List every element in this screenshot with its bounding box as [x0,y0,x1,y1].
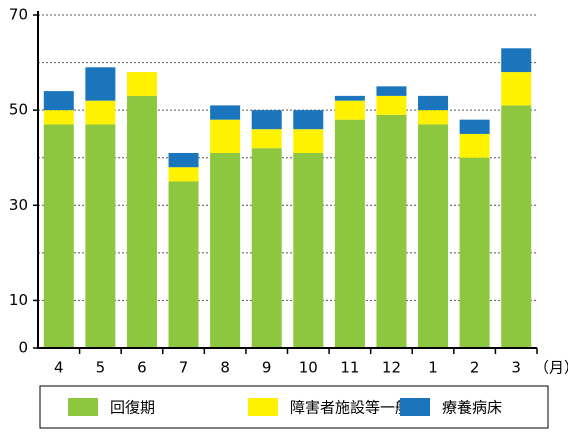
bar-segment [210,119,241,153]
bar-segment [85,100,116,125]
bar-segment [501,105,532,348]
x-tick-label: 12 [382,359,401,377]
x-tick-label: 10 [299,359,318,377]
bar-segment [501,48,532,73]
bar-segment [85,124,116,349]
x-tick-label: 1 [428,359,438,377]
bar-segment [376,114,407,349]
bar-segment [210,152,241,348]
bar-segment [85,67,116,101]
bar-segment [168,181,199,348]
x-tick-label: 11 [340,359,359,377]
bar-segment [126,72,157,96]
bar-segment [418,95,449,111]
bar-segment [459,157,490,348]
legend-swatch [248,398,278,416]
x-tick-label: 7 [179,359,189,377]
legend-box [39,385,549,429]
x-tick-label: 5 [96,359,106,377]
bar-segment [43,91,74,111]
bar-segment [293,129,324,153]
x-unit: （月） [534,359,568,377]
bar-segment [43,124,74,349]
x-tick-label: 3 [511,359,521,377]
legend-swatch [400,398,430,416]
bar-segment [376,86,407,96]
bar-segment [251,148,282,348]
bar-segment [251,110,282,130]
bar-segment [376,95,407,115]
x-tick-label: 8 [220,359,230,377]
x-tick-label: 9 [262,359,272,377]
bar-segment [459,133,490,158]
y-tick-label: 0 [18,339,28,357]
y-tick-label: 10 [9,291,28,309]
legend-swatch [68,398,98,416]
bar-segment [334,95,365,101]
bar-segment [293,152,324,348]
y-tick-label: 70 [9,6,28,24]
bar-segment [126,95,157,348]
bar-segment [418,124,449,349]
bar-segment [43,110,74,125]
x-tick-label: 6 [137,359,147,377]
y-tick-label: 50 [9,101,28,119]
bar-segment [459,119,490,134]
bar-segment [501,72,532,106]
legend-label: 障害者施設等一般 [290,399,410,417]
y-tick-label: 30 [9,196,28,214]
bar-segment [210,105,241,120]
bar-segment [418,110,449,125]
bar-segment [293,110,324,130]
bar-segment [334,100,365,120]
legend-label: 回復期 [110,399,155,417]
bar-segment [251,129,282,149]
x-tick-label: 2 [470,359,480,377]
bar-segment [334,119,365,349]
legend-label: 療養病床 [442,399,502,417]
x-tick-label: 4 [54,359,64,377]
bar-segment [168,167,199,182]
bar-segment [168,152,199,168]
